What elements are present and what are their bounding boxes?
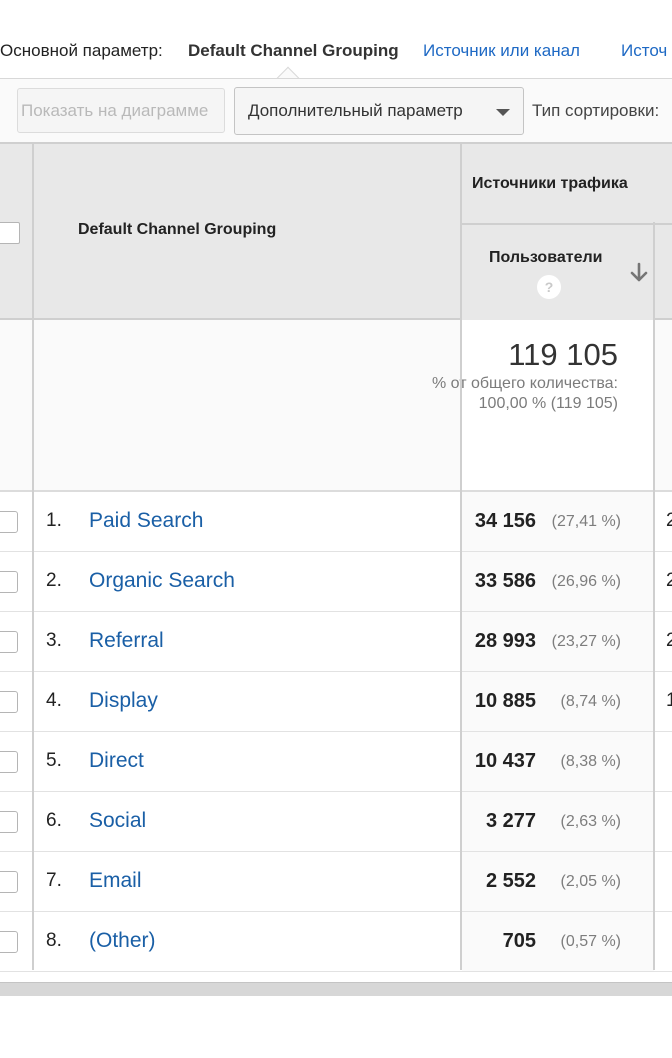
row-index: 3.: [46, 630, 62, 651]
header-divider: [462, 223, 672, 225]
table-toolbar: Показать на диаграмме Дополнительный пар…: [0, 78, 672, 142]
table-row: 8. (Other) 705 (0,57 %): [0, 912, 672, 972]
users-value: 10 885: [474, 690, 536, 712]
users-percent: (8,38 %): [560, 753, 621, 770]
help-icon[interactable]: ?: [537, 275, 561, 299]
table-row: 7. Email 2 552 (2,05 %): [0, 852, 672, 912]
row-checkbox[interactable]: [0, 871, 18, 893]
channel-link[interactable]: Paid Search: [89, 509, 204, 532]
table-row: 1. Paid Search 34 156 (27,41 %) 2: [0, 492, 672, 552]
row-checkbox[interactable]: [0, 691, 18, 713]
table-body: 1. Paid Search 34 156 (27,41 %) 2 2. Organic S…: [0, 492, 672, 972]
row-checkbox[interactable]: [0, 751, 18, 773]
dimension-default-channel-grouping[interactable]: Default Channel Grouping: [188, 41, 399, 60]
users-percent: (2,63 %): [560, 813, 621, 830]
secondary-dimension-label: Дополнительный параметр: [248, 101, 463, 120]
users-cell: 10 885 (8,74 %): [462, 672, 654, 731]
users-percent: (8,74 %): [560, 693, 621, 710]
chevron-down-icon: [496, 109, 510, 116]
row-index: 2.: [46, 570, 62, 591]
table-row: 2. Organic Search 33 586 (26,96 %) 2: [0, 552, 672, 612]
table-row: 3. Referral 28 993 (23,27 %) 2: [0, 612, 672, 672]
row-checkbox[interactable]: [0, 931, 18, 953]
row-index: 6.: [46, 810, 62, 831]
users-cell: 3 277 (2,63 %): [462, 792, 654, 851]
row-index: 8.: [46, 930, 62, 951]
table-row: 6. Social 3 277 (2,63 %): [0, 792, 672, 852]
users-cell: 28 993 (23,27 %): [462, 612, 654, 671]
table-row: 5. Direct 10 437 (8,38 %): [0, 732, 672, 792]
secondary-dimension-dropdown[interactable]: Дополнительный параметр: [234, 87, 524, 135]
column-divider: [32, 142, 34, 970]
users-value: 10 437: [474, 750, 536, 772]
channel-link[interactable]: Social: [89, 809, 147, 832]
next-column-value: 1: [666, 690, 672, 711]
users-cell: 10 437 (8,38 %): [462, 732, 654, 791]
primary-dimension-bar: Основной параметр: Default Channel Group…: [0, 0, 672, 90]
dimension-source-medium-link[interactable]: Источник или канал: [423, 41, 580, 60]
users-column-header[interactable]: Пользователи: [489, 249, 603, 266]
metric-group-header: Источники трафика: [472, 175, 628, 192]
users-total-percent: % от общего количества: 100,00 % (119 10…: [432, 375, 618, 412]
users-percent: (27,41 %): [551, 513, 621, 530]
row-index: 7.: [46, 870, 62, 891]
users-value: 3 277: [485, 810, 536, 832]
users-cell: 33 586 (26,96 %): [462, 552, 654, 611]
channel-link[interactable]: Email: [89, 869, 142, 892]
channel-link[interactable]: Referral: [89, 629, 164, 652]
row-index: 1.: [46, 510, 62, 531]
row-checkbox[interactable]: [0, 811, 18, 833]
row-checkbox[interactable]: [0, 511, 18, 533]
users-value: 705: [502, 930, 536, 952]
channel-link[interactable]: Organic Search: [89, 569, 235, 592]
table-header: Default Channel Grouping Источники трафи…: [0, 142, 672, 320]
users-percent: (0,57 %): [560, 933, 621, 950]
totals-row: 119 105 % от общего количества: 100,00 %…: [0, 320, 672, 492]
horizontal-scrollbar[interactable]: [0, 982, 672, 996]
channel-link[interactable]: Direct: [89, 749, 144, 772]
dimension-source-link[interactable]: Источ: [621, 41, 668, 60]
users-value: 28 993: [474, 630, 536, 652]
sort-type-label: Тип сортировки:: [532, 101, 660, 120]
row-checkbox[interactable]: [0, 631, 18, 653]
table-row: 4. Display 10 885 (8,74 %) 1: [0, 672, 672, 732]
column-divider: [460, 142, 462, 970]
plot-rows-button[interactable]: Показать на диаграмме: [17, 88, 225, 133]
users-percent: (2,05 %): [560, 873, 621, 890]
users-percent: (23,27 %): [551, 633, 621, 650]
dimension-column-header[interactable]: Default Channel Grouping: [78, 221, 277, 238]
users-value: 2 552: [485, 870, 536, 892]
users-cell: 705 (0,57 %): [462, 912, 654, 971]
next-column-value: 2: [666, 570, 672, 591]
sort-descending-icon[interactable]: [628, 261, 650, 285]
users-cell: 2 552 (2,05 %): [462, 852, 654, 911]
row-checkbox[interactable]: [0, 571, 18, 593]
users-value: 33 586: [474, 570, 536, 592]
next-column-value: 2: [666, 510, 672, 531]
next-column-value: 2: [666, 630, 672, 651]
users-total-cell: 119 105 % от общего количества: 100,00 %…: [432, 320, 654, 490]
primary-dimension-label: Основной параметр:: [0, 41, 163, 60]
users-column-cell: [462, 225, 654, 320]
select-all-checkbox[interactable]: [0, 222, 20, 244]
row-index: 4.: [46, 690, 62, 711]
users-cell: 34 156 (27,41 %): [462, 492, 654, 551]
users-percent: (26,96 %): [551, 573, 621, 590]
users-total-value: 119 105: [508, 337, 618, 372]
users-value: 34 156: [474, 510, 536, 532]
column-divider: [653, 222, 655, 970]
channel-link[interactable]: (Other): [89, 929, 156, 952]
row-index: 5.: [46, 750, 62, 771]
channel-link[interactable]: Display: [89, 689, 158, 712]
